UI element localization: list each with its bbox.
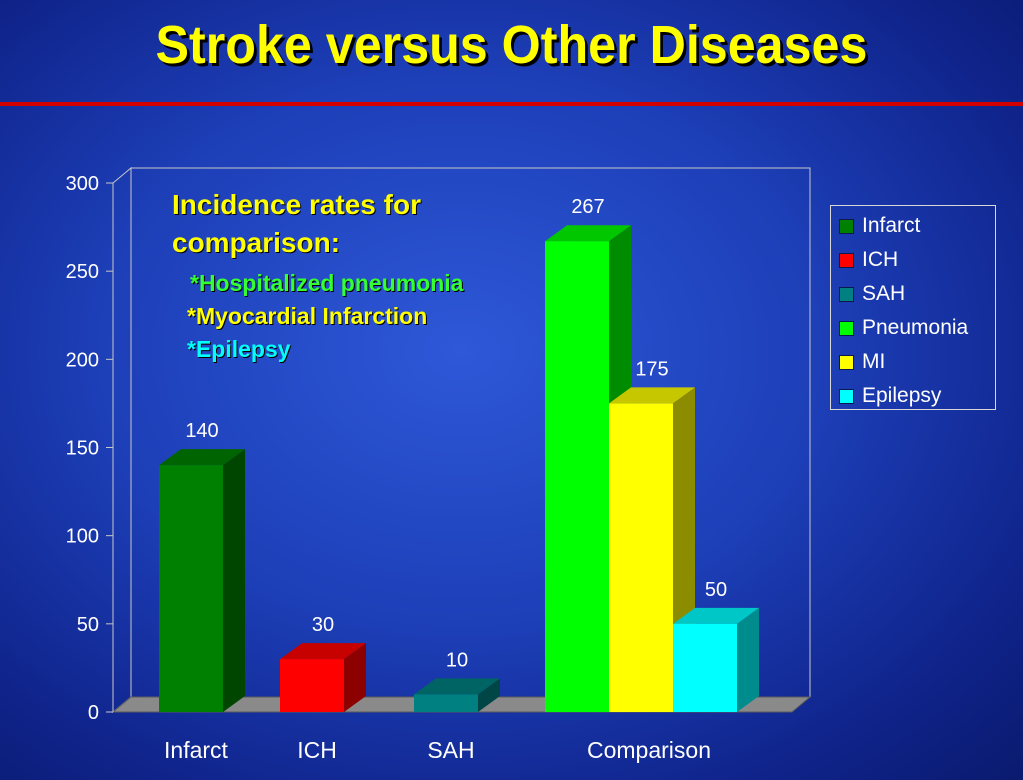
bar-front (414, 694, 478, 712)
legend-label: Infarct (862, 214, 921, 237)
legend-item-mi: MI (839, 349, 885, 375)
bar-sah (414, 678, 500, 712)
bar-front (545, 241, 609, 712)
legend-label: ICH (862, 248, 899, 271)
annotation-heading: Incidence rates for comparison: (172, 186, 421, 262)
x-category-label: Infarct (164, 737, 229, 763)
legend-label: Epilepsy (862, 384, 942, 407)
legend-swatch (839, 388, 854, 404)
plot-side-wall (112, 166, 132, 714)
data-labels: 140 30 10 267 175 50 (185, 196, 727, 671)
data-label-epilepsy: 50 (705, 579, 727, 601)
x-category-label: ICH (297, 737, 337, 763)
legend-label: MI (862, 350, 886, 373)
y-tick-label: 150 (66, 438, 99, 460)
slide-title: Stroke versus Other Diseases (155, 15, 868, 75)
legend-swatch (839, 354, 854, 370)
bar-side (737, 607, 759, 712)
legend-swatch (839, 218, 854, 234)
data-label-infarct: 140 (185, 420, 218, 442)
y-tick-label: 250 (66, 261, 99, 283)
annotation-item-pneumonia: *Hospitalized pneumonia (190, 270, 464, 296)
y-tick-label: 50 (77, 614, 99, 636)
annotation-heading-line2: comparison: (172, 227, 341, 258)
title-divider (0, 102, 1023, 106)
x-category-label: SAH (427, 737, 474, 763)
data-label-sah: 10 (446, 649, 468, 671)
legend-label: Pneumonia (862, 316, 969, 339)
bar-top (280, 643, 366, 660)
legend-item-pneumonia: Pneumonia (839, 315, 968, 341)
bar-side (223, 449, 245, 712)
bars (159, 225, 759, 712)
bar-top (609, 387, 695, 404)
bar-front (609, 403, 673, 712)
legend-swatch (839, 286, 854, 302)
legend-item-ich: ICH (839, 247, 898, 273)
annotation-item-epilepsy: *Epilepsy (187, 336, 291, 362)
bar-epilepsy (673, 607, 759, 712)
y-tick-label: 200 (66, 349, 99, 371)
bar-front (159, 465, 223, 712)
y-tick-label: 100 (66, 526, 99, 548)
chart-legend: Infarct ICH SAH Pneumonia MI Epilepsy (830, 205, 996, 410)
data-label-mi: 175 (635, 358, 668, 380)
data-label-pneumonia: 267 (571, 196, 604, 218)
bar-top (159, 449, 245, 466)
y-tick-label: 0 (88, 702, 99, 724)
legend-item-epilepsy: Epilepsy (839, 383, 941, 409)
legend-swatch (839, 252, 854, 268)
y-tick-label: 300 (66, 173, 99, 195)
bar-front (673, 623, 737, 712)
y-axis: 0 50 100 150 200 250 300 (66, 173, 114, 724)
bar-ich (280, 643, 366, 712)
data-label-ich: 30 (312, 614, 334, 636)
bar-top (414, 678, 500, 695)
legend-item-infarct: Infarct (839, 213, 920, 239)
bar-top (673, 607, 759, 624)
annotation-heading-line1: Incidence rates for (172, 189, 421, 220)
bar-side (478, 678, 500, 712)
legend-swatch (839, 320, 854, 336)
legend-item-sah: SAH (839, 281, 905, 307)
bar-top (545, 225, 631, 242)
annotation-item-mi: *Myocardial Infarction (187, 303, 428, 329)
bar-side (344, 643, 366, 712)
bar-infarct (159, 449, 245, 712)
legend-label: SAH (862, 282, 906, 305)
x-axis: Infarct ICH SAH Comparison (164, 737, 711, 763)
bar-front (280, 659, 344, 712)
x-category-label: Comparison (587, 737, 711, 763)
